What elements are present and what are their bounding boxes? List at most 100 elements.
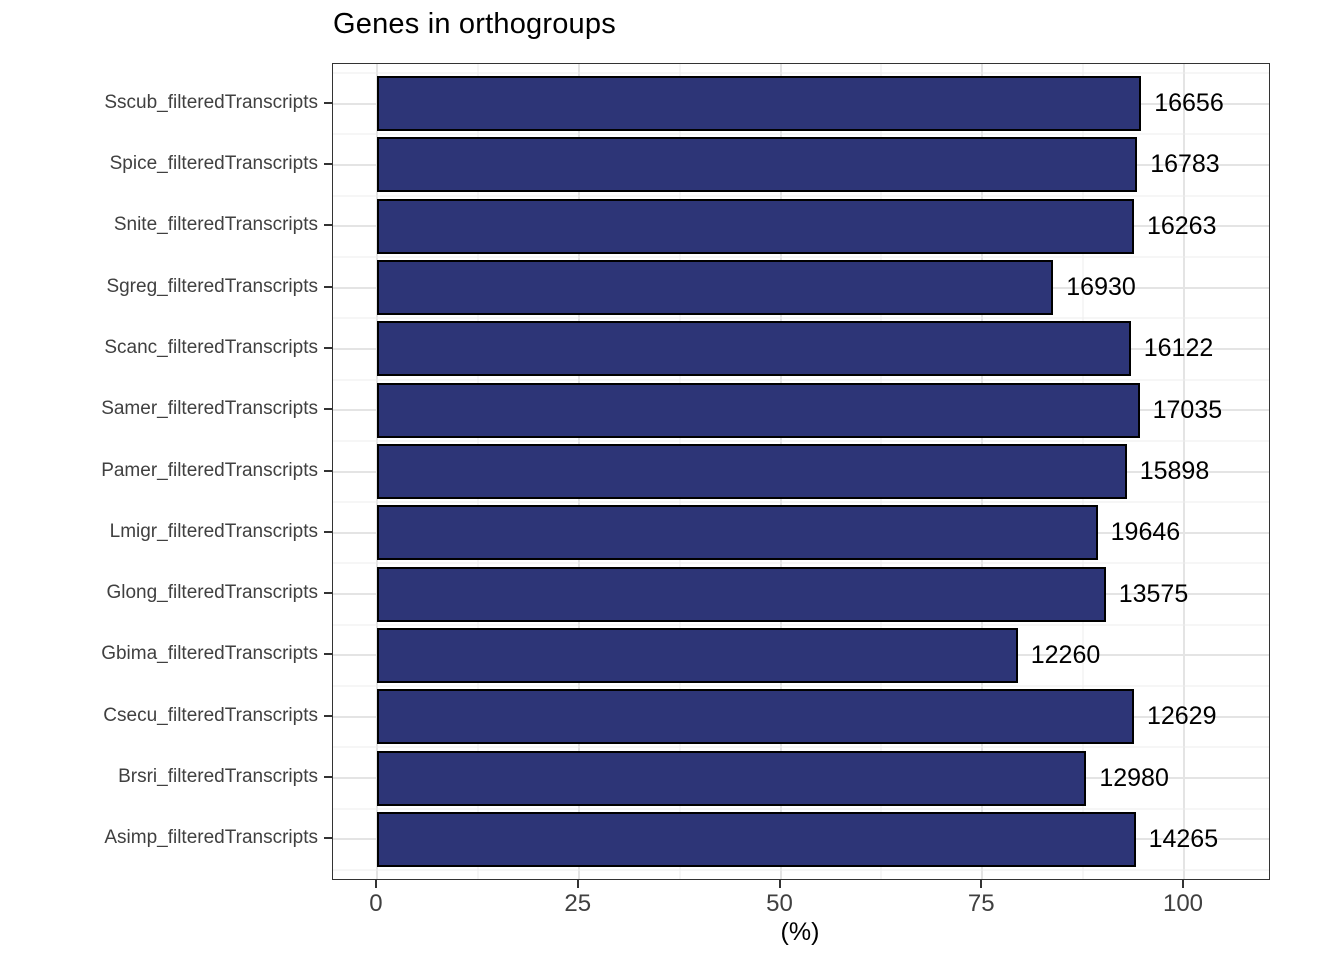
bar-value-label: 16263 <box>1146 211 1217 240</box>
bar-value-label: 12629 <box>1146 702 1217 731</box>
x-tick-label: 25 <box>564 889 592 917</box>
bars-layer: 16656 16783 16263 16930 16122 17035 15898 19646… <box>333 64 1269 879</box>
x-axis-title: (%) <box>780 918 820 946</box>
bar-row: 16783 <box>333 134 1269 195</box>
bar-value-label: 16783 <box>1150 150 1220 179</box>
y-axis-label: Glong_filteredTranscripts <box>106 582 318 604</box>
y-axis-labels: Sscub_filteredTranscripts Spice_filteredT… <box>0 63 318 878</box>
y-tick-mark <box>324 224 332 227</box>
bar <box>376 137 1138 193</box>
bar-spacer <box>333 226 377 227</box>
bar-row: 13575 <box>333 564 1269 625</box>
gridline-horizontal-minor <box>333 133 1269 135</box>
y-axis-label: Pamer_filteredTranscripts <box>101 459 318 481</box>
gridline-horizontal-minor <box>333 624 1269 626</box>
bar <box>376 505 1098 561</box>
y-axis-label: Asimp_filteredTranscripts <box>104 827 318 849</box>
bar <box>376 750 1087 806</box>
gridline-horizontal-minor <box>333 440 1269 442</box>
bar-row: 12629 <box>333 686 1269 747</box>
gridline-horizontal-minor <box>333 317 1269 319</box>
x-axis: 0 25 50 75 100 <box>332 879 1268 930</box>
y-tick-slot <box>322 317 332 378</box>
x-tick-label: 0 <box>369 889 383 917</box>
y-tick-slot <box>322 72 332 133</box>
bar <box>376 627 1018 683</box>
bar-value-label: 12260 <box>1030 640 1101 669</box>
y-tick-slot <box>322 133 332 194</box>
y-axis-label: Gbima_filteredTranscripts <box>101 643 318 665</box>
bar-row: 15898 <box>333 441 1269 502</box>
y-tick-slot <box>322 685 332 746</box>
gridline-horizontal-minor <box>333 501 1269 503</box>
gridline-horizontal-minor <box>333 808 1269 810</box>
bar-value-label: 15898 <box>1139 457 1210 486</box>
bar-spacer <box>333 410 377 411</box>
bar <box>376 198 1134 254</box>
bar-row: 16930 <box>333 257 1269 318</box>
gridline-horizontal-minor <box>333 746 1269 748</box>
y-tick-mark <box>324 714 332 717</box>
y-tick-slot <box>322 563 332 624</box>
bar-spacer <box>333 287 377 288</box>
bar-row: 19646 <box>333 502 1269 563</box>
y-axis-label: Csecu_filteredTranscripts <box>103 704 318 726</box>
y-tick-mark <box>324 592 332 595</box>
y-tick-mark <box>324 101 332 104</box>
bar <box>376 811 1136 867</box>
bar-row: 12260 <box>333 625 1269 686</box>
y-tick-mark <box>324 162 332 165</box>
y-tick-mark <box>324 285 332 288</box>
gridline-horizontal-minor <box>333 685 1269 687</box>
gridline-horizontal-minor <box>333 195 1269 197</box>
bar-value-label: 19646 <box>1110 518 1181 547</box>
bar-spacer <box>333 164 377 165</box>
y-tick-mark <box>324 530 332 533</box>
y-tick-slot <box>322 746 332 807</box>
plot-panel: 16656 16783 16263 16930 16122 17035 15898 19646… <box>332 63 1270 880</box>
bar-spacer <box>333 839 377 840</box>
bar-spacer <box>333 716 377 717</box>
y-tick-mark <box>324 346 332 349</box>
bar-value-label: 13575 <box>1118 579 1189 608</box>
y-axis-label: Snite_filteredTranscripts <box>113 214 318 236</box>
bar-spacer <box>333 348 377 349</box>
gridline-horizontal-minor <box>333 562 1269 564</box>
y-tick-mark <box>324 653 332 656</box>
gridline-horizontal-minor <box>333 256 1269 258</box>
chart-title: Genes in orthogroups <box>333 8 616 40</box>
y-axis-label: Spice_filteredTranscripts <box>109 152 318 174</box>
y-axis-label: Samer_filteredTranscripts <box>101 398 318 420</box>
x-tick-label: 50 <box>766 889 793 917</box>
bar <box>376 76 1142 132</box>
y-tick-slot <box>322 379 332 440</box>
bar <box>376 689 1134 745</box>
bar <box>376 260 1054 316</box>
bar-value-label: 12980 <box>1099 763 1169 792</box>
bar-spacer <box>333 594 377 595</box>
bar-row: 12980 <box>333 747 1269 808</box>
bar-row: 16263 <box>333 196 1269 257</box>
bar <box>376 382 1140 438</box>
bar-spacer <box>333 655 377 656</box>
x-tick-mark <box>980 879 983 888</box>
bar-value-label: 17035 <box>1152 395 1223 424</box>
y-tick-slot <box>322 501 332 562</box>
bar-row: 16122 <box>333 318 1269 379</box>
bar-value-label: 14265 <box>1148 824 1219 853</box>
x-tick-mark <box>778 879 781 888</box>
y-axis-label: Sscub_filteredTranscripts <box>104 91 318 113</box>
y-axis-label: Sgreg_filteredTranscripts <box>106 275 318 297</box>
y-tick-slot <box>322 256 332 317</box>
y-tick-mark <box>324 408 332 411</box>
bar-spacer <box>333 778 377 779</box>
y-tick-mark <box>324 776 332 779</box>
y-tick-slot <box>322 195 332 256</box>
y-tick-slot <box>322 624 332 685</box>
y-tick-mark <box>324 837 332 840</box>
y-axis-ticks <box>322 63 332 878</box>
bar-value-label: 16656 <box>1154 89 1224 118</box>
bar-row: 16656 <box>333 73 1269 134</box>
bar-row: 17035 <box>333 380 1269 441</box>
